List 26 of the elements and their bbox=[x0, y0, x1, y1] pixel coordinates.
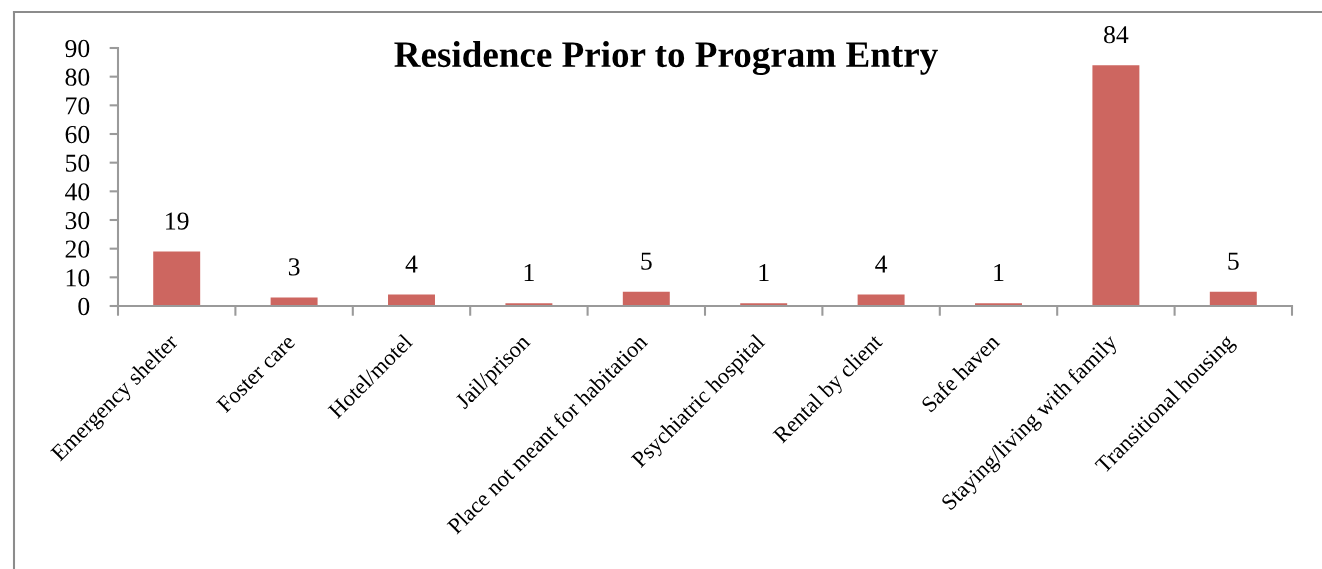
y-tick-label: 70 bbox=[66, 97, 90, 115]
bar bbox=[1092, 65, 1140, 306]
y-tick-label: 80 bbox=[65, 68, 90, 86]
data-label: 1 bbox=[759, 264, 769, 281]
y-tick-label: 60 bbox=[65, 125, 90, 144]
data-label: 5 bbox=[1228, 252, 1239, 270]
data-label: 3 bbox=[288, 258, 300, 276]
data-label: 19 bbox=[166, 212, 189, 230]
data-label: 4 bbox=[405, 255, 418, 273]
bar bbox=[153, 251, 201, 306]
bar bbox=[622, 291, 670, 306]
y-tick-label: 0 bbox=[78, 297, 90, 316]
y-tick-label: 30 bbox=[65, 211, 90, 230]
data-label: 1 bbox=[994, 264, 1004, 281]
data-label: 4 bbox=[875, 255, 888, 273]
y-tick-label: 90 bbox=[65, 39, 90, 58]
data-label: 1 bbox=[524, 264, 534, 281]
bar bbox=[270, 297, 318, 306]
y-tick-label: 50 bbox=[66, 154, 90, 172]
chart-title: Residence Prior to Program Entry bbox=[394, 41, 938, 75]
data-label: 84 bbox=[1104, 25, 1129, 44]
data-label: 5 bbox=[641, 252, 652, 270]
y-tick-label: 40 bbox=[65, 183, 90, 201]
bar bbox=[1209, 291, 1257, 306]
y-tick-label: 20 bbox=[65, 240, 90, 258]
y-tick-label: 10 bbox=[66, 269, 90, 287]
